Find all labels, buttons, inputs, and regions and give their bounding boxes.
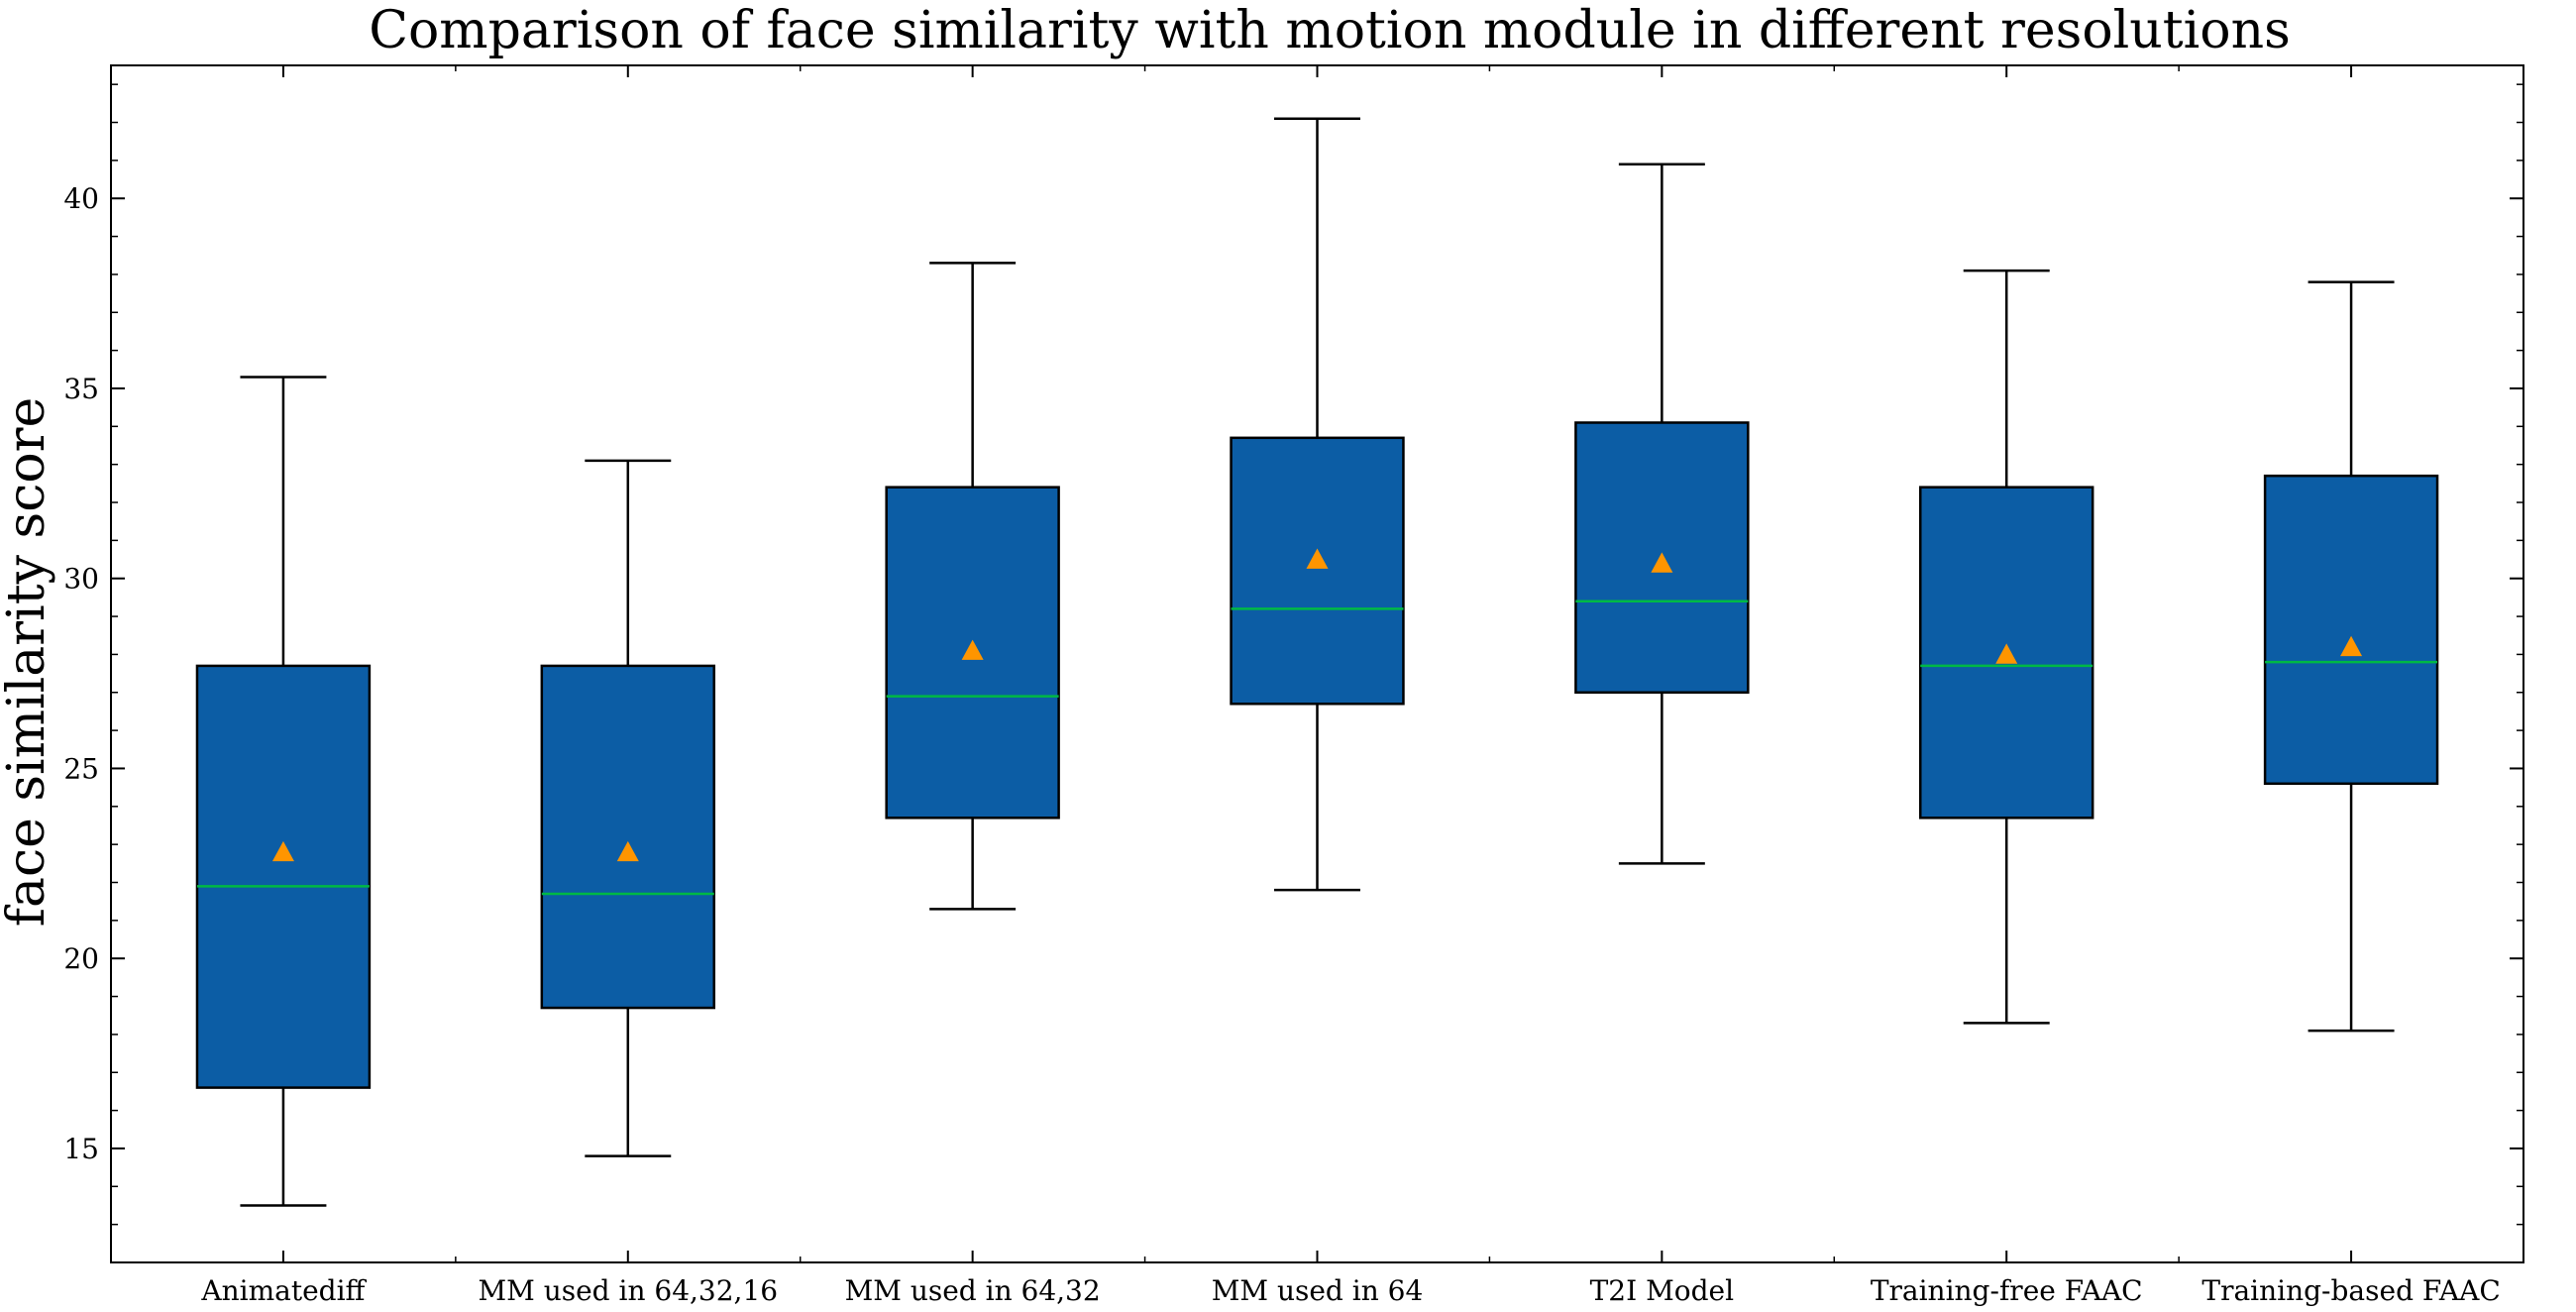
x-tick-label: Training-free FAAC [1871,1274,2143,1307]
x-tick-label: T2I Model [1590,1274,1734,1307]
box-group-2 [540,459,715,1157]
iqr-box [1230,436,1405,706]
x-tick-label: MM used in 64,32 [845,1274,1101,1307]
mean-marker [1651,552,1673,573]
box-group-3 [885,262,1060,911]
iqr-box [195,664,372,1089]
box-group-5 [1574,163,1750,865]
plot-frame [110,64,2524,1263]
box-group-6 [1919,269,2094,1025]
x-tick-label: Training-based FAAC [2201,1274,2500,1307]
x-tick-label: MM used in 64 [1212,1274,1424,1307]
mean-marker [271,840,294,862]
iqr-box [2263,474,2439,786]
y-tick-label: 15 [63,1133,99,1165]
y-axis-label: face similarity score [0,397,56,928]
y-tick-label: 20 [63,942,99,975]
box-group-4 [1230,117,1405,892]
x-tick-label: Animatediff [200,1274,367,1307]
x-tick-label: MM used in 64,32,16 [478,1274,778,1307]
mean-marker [1995,643,2018,664]
y-tick-label: 40 [63,182,99,215]
box-group-7 [2263,280,2439,1033]
y-tick-label: 25 [63,752,99,785]
mean-marker [616,840,639,862]
mean-marker [2340,635,2363,657]
chart-title: Comparison of face similarity with motio… [369,1,2291,60]
mean-marker [961,639,984,660]
y-tick-label: 30 [63,563,99,596]
ticks-layer: Animatediff MM used in 64,32,16 MM used in… [63,65,2523,1307]
iqr-box [540,664,715,1010]
box-group-1 [195,376,372,1207]
y-tick-label: 35 [63,373,99,405]
mean-marker [1306,548,1329,569]
boxes-layer [195,117,2439,1207]
